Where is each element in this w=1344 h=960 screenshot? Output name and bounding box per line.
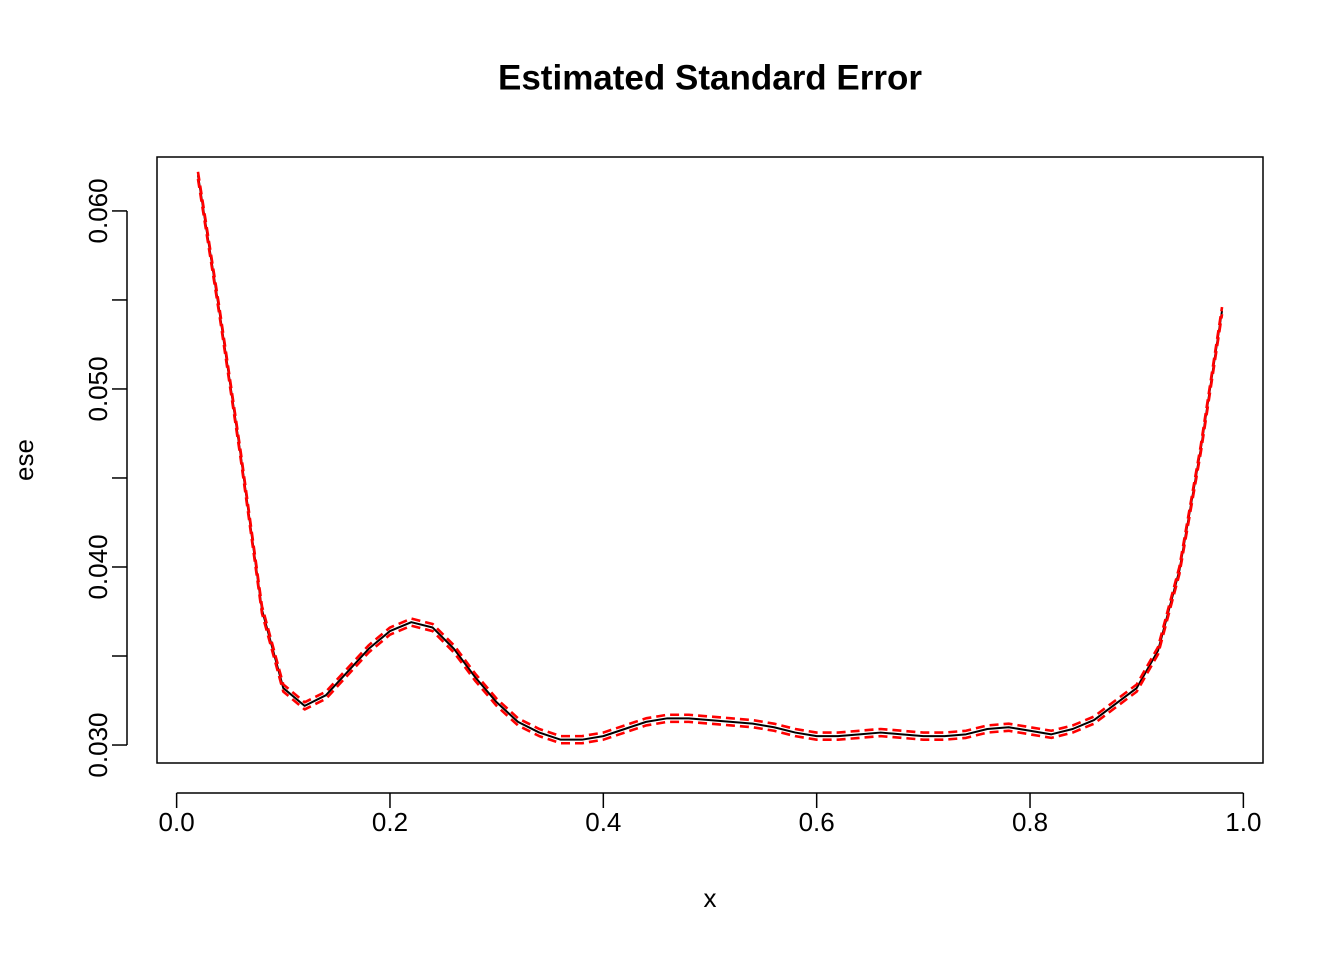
y-tick-label: 0.060 — [83, 178, 113, 243]
y-tick-label: 0.030 — [83, 712, 113, 777]
x-tick-label: 0.4 — [585, 807, 621, 837]
x-tick-label: 0.2 — [372, 807, 408, 837]
series-line — [196, 178, 1224, 745]
x-tick-label: 0.8 — [1012, 807, 1048, 837]
series-line — [196, 171, 1224, 738]
x-tick-label: 1.0 — [1225, 807, 1261, 837]
x-tick-label: 0.6 — [799, 807, 835, 837]
chart-title: Estimated Standard Error — [498, 58, 922, 97]
x-axis-label: x — [704, 883, 717, 913]
x-tick-label: 0.0 — [159, 807, 195, 837]
series-line — [196, 175, 1224, 741]
y-tick-label: 0.050 — [83, 356, 113, 421]
y-tick-label: 0.040 — [83, 534, 113, 599]
y-axis-label: ese — [9, 439, 39, 481]
plot-box — [156, 156, 1264, 764]
